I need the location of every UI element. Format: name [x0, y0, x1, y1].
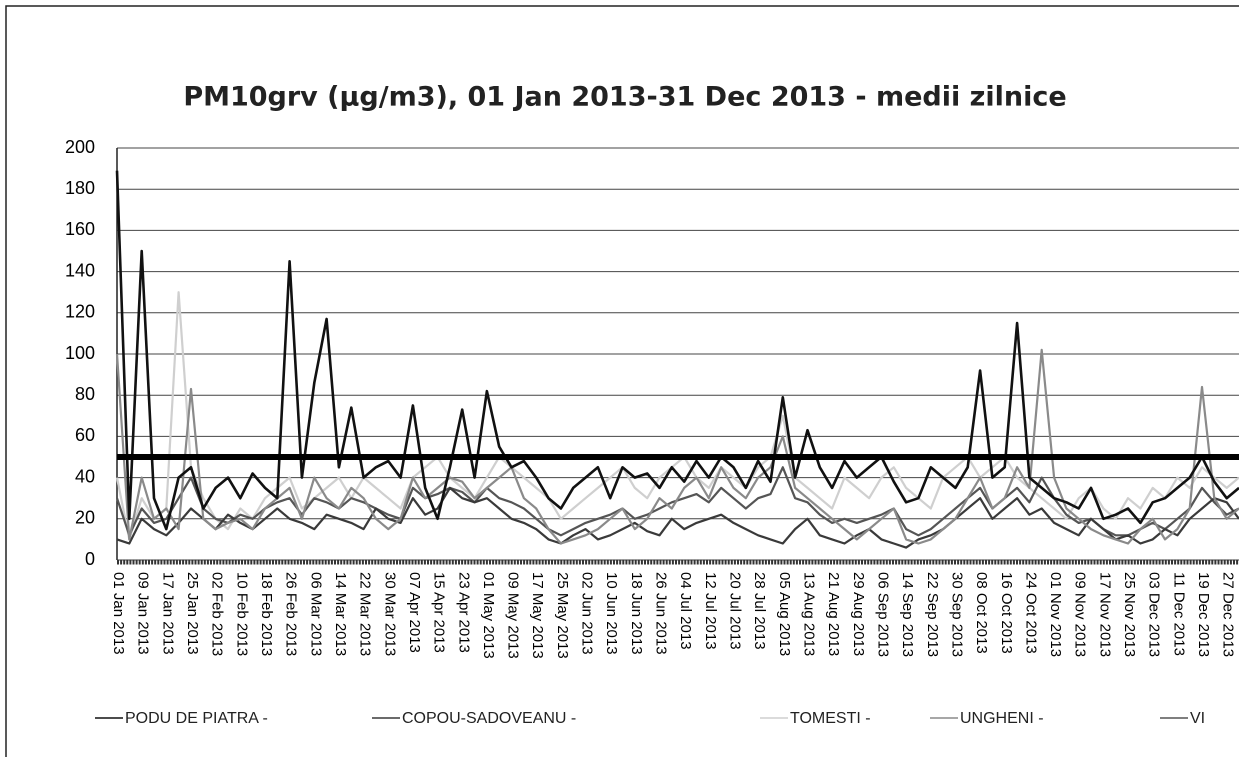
legend-label: UNGHENI -	[960, 710, 1044, 727]
series-line	[116, 486, 1239, 549]
x-tick-label: 12 Jul 2013	[702, 572, 719, 650]
x-tick-label: 09 May 2013	[505, 572, 522, 659]
x-tick-label: 14 Mar 2013	[332, 572, 349, 656]
x-tick-label: 26 Feb 2013	[283, 572, 300, 656]
x-tick-label: 28 Jul 2013	[751, 572, 768, 650]
x-tick-label: 07 Apr 2013	[406, 572, 423, 653]
legend-label: VI	[1190, 710, 1205, 727]
x-tick-label: 27 Dec 2013	[1220, 572, 1237, 657]
x-tick-label: 17 May 2013	[529, 572, 546, 659]
x-tick-label: 01 May 2013	[480, 572, 497, 659]
y-tick-label: 40	[75, 466, 95, 486]
y-tick-label: 160	[65, 219, 95, 239]
x-tick-label: 10 Feb 2013	[233, 572, 250, 656]
x-tick-label: 05 Aug 2013	[776, 572, 793, 656]
x-tick-label: 02 Feb 2013	[209, 572, 226, 656]
x-tick-label: 22 Sep 2013	[924, 572, 941, 657]
x-tick-label: 04 Jul 2013	[677, 572, 694, 650]
series-line	[115, 170, 1239, 531]
y-tick-label: 140	[65, 260, 95, 280]
x-tick-label: 18 Feb 2013	[258, 572, 275, 656]
x-tick-label: 19 Dec 2013	[1195, 572, 1212, 657]
y-tick-label: 0	[85, 549, 95, 569]
x-tick-label: 01 Jan 2013	[110, 572, 127, 655]
x-tick-label: 20 Jul 2013	[727, 572, 744, 650]
x-tick-label: 14 Sep 2013	[899, 572, 916, 657]
x-tick-label: 26 Jun 2013	[653, 572, 670, 655]
legend-label: PODU DE PIATRA -	[125, 710, 268, 727]
x-tick-label: 25 Jan 2013	[184, 572, 201, 655]
x-tick-label: 11 Dec 2013	[1170, 572, 1187, 656]
x-tick-label: 22 Mar 2013	[357, 572, 374, 656]
x-tick-label: 02 Jun 2013	[579, 572, 596, 655]
y-tick-label: 200	[65, 137, 95, 157]
x-tick-label: 03 Dec 2013	[1146, 572, 1163, 657]
x-tick-label: 13 Aug 2013	[800, 572, 817, 656]
series-line	[115, 291, 1239, 541]
x-tick-label: 06 Mar 2013	[307, 572, 324, 656]
x-tick-label: 06 Sep 2013	[874, 572, 891, 657]
x-tick-label: 09 Jan 2013	[135, 572, 152, 655]
x-tick-label: 25 Nov 2013	[1121, 572, 1138, 657]
y-tick-label: 120	[65, 302, 95, 322]
y-tick-label: 60	[75, 425, 95, 445]
x-tick-label: 15 Apr 2013	[431, 572, 448, 653]
x-tick-label: 10 Jun 2013	[603, 572, 620, 655]
x-tick-label: 16 Oct 2013	[998, 572, 1015, 654]
chart-title: PM10grv (µg/m3), 01 Jan 2013-31 Dec 2013…	[183, 82, 1066, 113]
x-tick-label: 17 Nov 2013	[1096, 572, 1113, 657]
x-tick-label: 17 Jan 2013	[159, 572, 176, 655]
x-tick-label: 25 May 2013	[554, 572, 571, 659]
y-tick-label: 180	[65, 178, 95, 198]
legend-label: COPOU-SADOVEANU -	[402, 710, 576, 727]
x-tick-label: 08 Oct 2013	[973, 572, 990, 654]
x-tick-label: 30 Sep 2013	[948, 572, 965, 657]
legend-label: TOMESTI -	[790, 710, 871, 727]
x-tick-label: 30 Mar 2013	[381, 572, 398, 656]
x-tick-label: 18 Jun 2013	[628, 572, 645, 655]
x-tick-label: 23 Apr 2013	[455, 572, 472, 653]
x-tick-label: 29 Aug 2013	[850, 572, 867, 656]
x-tick-label: 24 Oct 2013	[1022, 572, 1039, 654]
x-tick-label: 21 Aug 2013	[825, 572, 842, 656]
y-tick-label: 100	[65, 343, 95, 363]
x-tick-label: 01 Nov 2013	[1047, 572, 1064, 657]
y-tick-label: 80	[75, 384, 95, 404]
chart-border	[5, 5, 1239, 757]
x-tick-label: 09 Nov 2013	[1072, 572, 1089, 657]
y-tick-label: 20	[75, 508, 95, 528]
